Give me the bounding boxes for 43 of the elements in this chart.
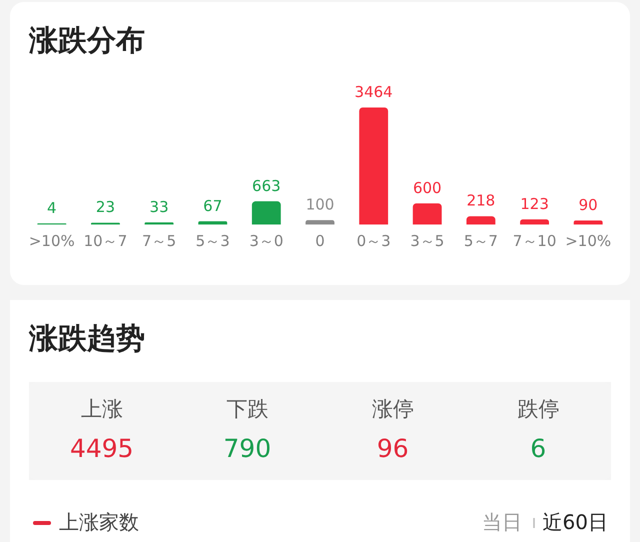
category-label: 上涨 — [80, 397, 123, 421]
category-label: 跌停 — [517, 397, 560, 421]
data-label: 6 — [530, 434, 546, 463]
data-label: 67 — [203, 196, 222, 215]
x-tick-label: 0 — [315, 232, 325, 250]
x-tick-label: 0～3 — [356, 232, 391, 250]
data-label: 4495 — [70, 434, 134, 463]
data-label: 96 — [376, 434, 409, 463]
data-label: 663 — [252, 176, 281, 195]
text: 当日 — [482, 510, 522, 534]
data-label: 90 — [578, 196, 598, 214]
x-tick-label: >10% — [28, 232, 75, 250]
category-label: 下跌 — [226, 397, 268, 421]
data-label: 23 — [96, 198, 115, 216]
data-label: 218 — [466, 192, 496, 210]
text: 涨跌趋势 — [28, 321, 145, 355]
x-tick-label: 7～5 — [142, 232, 176, 250]
bar — [466, 216, 496, 224]
text: 近60日 — [542, 510, 608, 534]
data-label: 4 — [47, 198, 57, 217]
bar — [412, 203, 442, 224]
category-label: 涨停 — [372, 397, 414, 421]
x-tick-label: 7～10 — [512, 232, 556, 250]
data-label: 100 — [306, 196, 334, 214]
x-tick-label: 3～0 — [249, 232, 284, 250]
x-tick-label: >10% — [565, 232, 612, 250]
data-label: 790 — [223, 434, 272, 463]
text: 上涨家数 — [59, 510, 139, 534]
x-tick-label: 5～7 — [464, 232, 498, 250]
bar — [520, 219, 549, 224]
chart-title: 涨跌分布 — [28, 23, 145, 57]
bar — [359, 108, 388, 224]
data-label: 3464 — [354, 83, 393, 101]
x-tick-label: 5～3 — [196, 232, 230, 250]
bar — [574, 220, 603, 224]
data-label: 33 — [150, 198, 169, 216]
bar — [198, 221, 228, 224]
bar — [252, 201, 281, 224]
data-label: 123 — [520, 194, 549, 213]
bar — [306, 220, 334, 224]
x-tick-label: 3～5 — [410, 232, 444, 250]
x-tick-label: 10～7 — [84, 232, 128, 250]
data-label: 600 — [412, 178, 442, 197]
